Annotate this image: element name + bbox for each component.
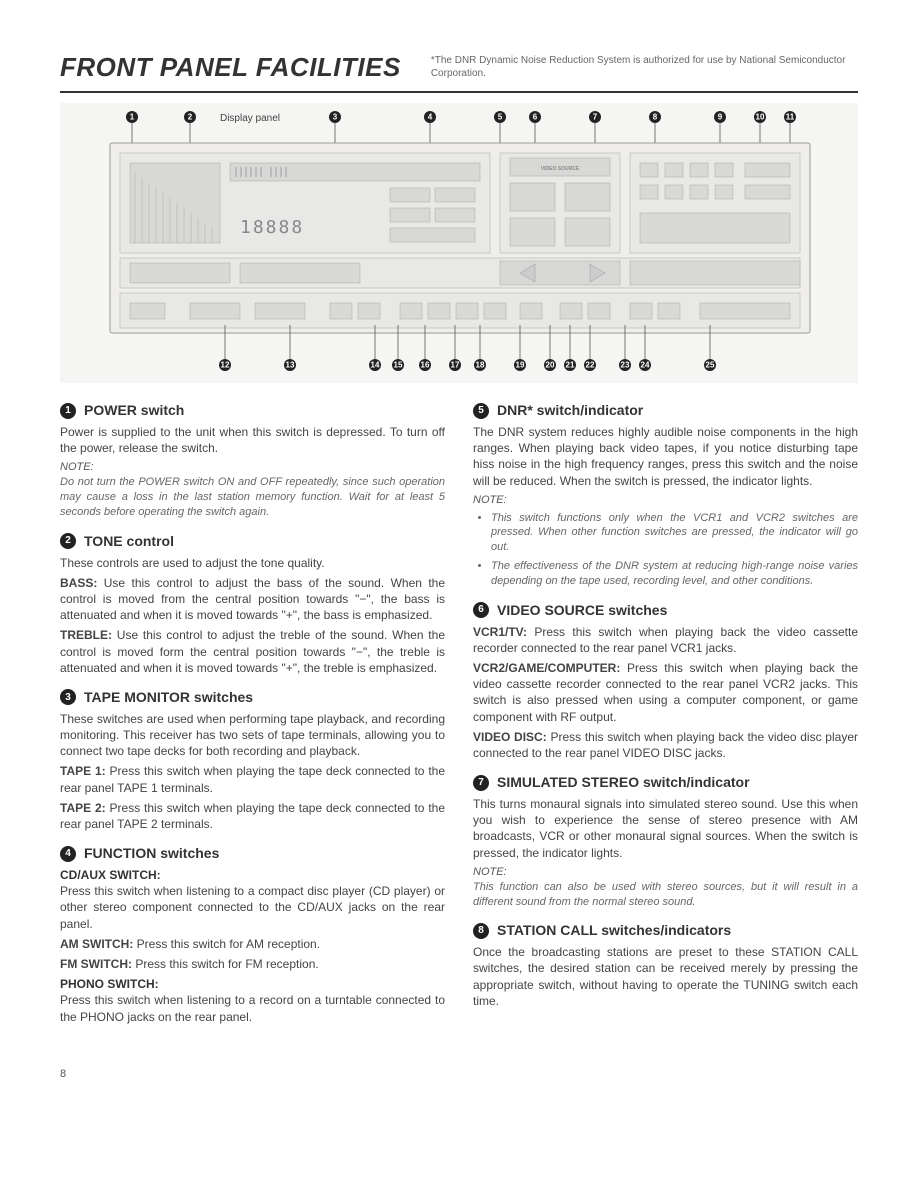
svg-text:19: 19	[516, 361, 525, 370]
section-number-badge: 3	[60, 689, 76, 705]
svg-text:2: 2	[188, 113, 193, 122]
section-title: POWER switch	[84, 401, 184, 420]
note-label: NOTE:	[473, 865, 858, 880]
page-title: FRONT PANEL FACILITIES	[60, 50, 401, 85]
body-paragraph: FM SWITCH: Press this switch for FM rece…	[60, 956, 445, 972]
body-paragraph: TAPE 2: Press this switch when playing t…	[60, 800, 445, 832]
body-paragraph: TAPE 1: Press this switch when playing t…	[60, 763, 445, 795]
section-number-badge: 2	[60, 533, 76, 549]
svg-text:18: 18	[476, 361, 485, 370]
note-text: This function can also be used with ster…	[473, 880, 858, 910]
note-label: NOTE:	[473, 493, 858, 508]
page-number: 8	[60, 1067, 858, 1082]
section-number-badge: 1	[60, 403, 76, 419]
note-text: Do not turn the POWER switch ON and OFF …	[60, 475, 445, 520]
section-title: VIDEO SOURCE switches	[497, 601, 667, 620]
body-paragraph: TREBLE: Use this control to adjust the t…	[60, 627, 445, 676]
section-title: TONE control	[84, 532, 174, 551]
section-number-badge: 4	[60, 846, 76, 862]
section-title: DNR* switch/indicator	[497, 401, 643, 420]
svg-text:14: 14	[371, 361, 380, 370]
svg-text:VIDEO SOURCE: VIDEO SOURCE	[541, 166, 580, 172]
section-6: 6 VIDEO SOURCE switches VCR1/TV: Press thi…	[473, 601, 858, 761]
note-label: NOTE:	[60, 460, 445, 475]
svg-text:7: 7	[593, 113, 598, 122]
note-list-item: This switch functions only when the VCR1…	[491, 511, 858, 556]
svg-text:24: 24	[641, 361, 650, 370]
svg-text:18888: 18888	[240, 217, 304, 238]
body-paragraph: Power is supplied to the unit when this …	[60, 424, 445, 456]
body-paragraph: These switches are used when performing …	[60, 711, 445, 760]
svg-text:9: 9	[718, 113, 723, 122]
svg-text:6: 6	[533, 113, 538, 122]
left-column: 1 POWER switch Power is supplied to the un…	[60, 401, 445, 1037]
section-title: SIMULATED STEREO switch/indicator	[497, 773, 750, 792]
body-paragraph: These controls are used to adjust the to…	[60, 555, 445, 571]
section-2: 2 TONE control These controls are used to …	[60, 532, 445, 676]
section-5: 5 DNR* switch/indicator The DNR system red…	[473, 401, 858, 589]
svg-text:15: 15	[394, 361, 403, 370]
section-7: 7 SIMULATED STEREO switch/indicator This t…	[473, 773, 858, 909]
section-title: FUNCTION switches	[84, 844, 219, 863]
svg-text:8: 8	[653, 113, 658, 122]
svg-text:22: 22	[586, 361, 595, 370]
svg-text:13: 13	[286, 361, 295, 370]
svg-text:3: 3	[333, 113, 338, 122]
body-paragraph: Once the broadcasting stations are prese…	[473, 944, 858, 1009]
display-panel-label: Display panel	[220, 113, 280, 124]
svg-text:21: 21	[566, 361, 575, 370]
note-list-item: The effectiveness of the DNR system at r…	[491, 559, 858, 589]
section-8: 8 STATION CALL switches/indicators Once th…	[473, 921, 858, 1009]
content-columns: 1 POWER switch Power is supplied to the un…	[60, 401, 858, 1037]
right-column: 5 DNR* switch/indicator The DNR system red…	[473, 401, 858, 1037]
section-3: 3 TAPE MONITOR switches These switches are…	[60, 688, 445, 832]
svg-text:4: 4	[428, 113, 433, 122]
section-number-badge: 8	[473, 923, 489, 939]
body-paragraph: AM SWITCH: Press this switch for AM rece…	[60, 936, 445, 952]
body-paragraph: Press this switch when listening to a re…	[60, 992, 445, 1024]
svg-text:20: 20	[546, 361, 555, 370]
section-number-badge: 7	[473, 775, 489, 791]
body-paragraph: VIDEO DISC: Press this switch when playi…	[473, 729, 858, 761]
note-list: This switch functions only when the VCR1…	[473, 511, 858, 589]
body-paragraph: Press this switch when listening to a co…	[60, 883, 445, 932]
svg-text:1: 1	[130, 113, 135, 122]
svg-text:16: 16	[421, 361, 430, 370]
body-paragraph: The DNR system reduces highly audible no…	[473, 424, 858, 489]
section-1: 1 POWER switch Power is supplied to the un…	[60, 401, 445, 520]
section-title: STATION CALL switches/indicators	[497, 921, 731, 940]
svg-text:5: 5	[498, 113, 503, 122]
svg-text:12: 12	[221, 361, 230, 370]
svg-text:17: 17	[451, 361, 460, 370]
section-4: 4FUNCTION switchesCD/AUX SWITCH:Press th…	[60, 844, 445, 1025]
section-number-badge: 5	[473, 403, 489, 419]
svg-text:11: 11	[786, 113, 795, 122]
sub-heading: PHONO SWITCH:	[60, 976, 445, 992]
svg-text:10: 10	[756, 113, 765, 122]
body-paragraph: BASS: Use this control to adjust the bas…	[60, 575, 445, 624]
body-paragraph: VCR2/GAME/COMPUTER: Press this switch wh…	[473, 660, 858, 725]
svg-text:23: 23	[621, 361, 630, 370]
section-number-badge: 6	[473, 602, 489, 618]
body-paragraph: This turns monaural signals into simulat…	[473, 796, 858, 861]
svg-text:25: 25	[706, 361, 715, 370]
section-title: TAPE MONITOR switches	[84, 688, 253, 707]
body-paragraph: VCR1/TV: Press this switch when playing …	[473, 624, 858, 656]
sub-heading: CD/AUX SWITCH:	[60, 867, 445, 883]
front-panel-diagram: 1234567891011 Display panel 18888 VIDEO …	[60, 103, 858, 383]
header-footnote: *The DNR Dynamic Noise Reduction System …	[431, 50, 858, 80]
header: FRONT PANEL FACILITIES *The DNR Dynamic …	[60, 50, 858, 93]
